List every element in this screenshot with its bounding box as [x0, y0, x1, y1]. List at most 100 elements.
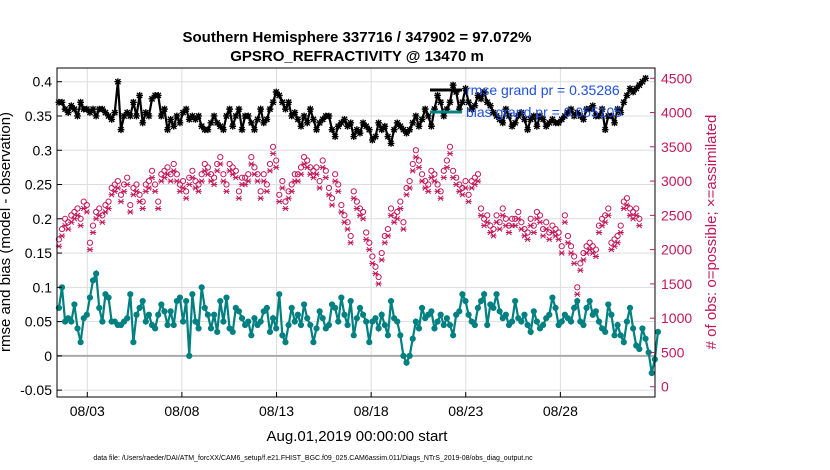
- obs-possible-point: [499, 205, 506, 212]
- obs-possible-point: [86, 239, 94, 246]
- obs-assimilated-point: [536, 219, 544, 225]
- chart-title-line2: GPSRO_REFRACTIVITY @ 13470 m: [230, 48, 484, 65]
- bias-point: [68, 318, 75, 325]
- rmse-point: [179, 109, 187, 116]
- obs-possible-point: [468, 177, 475, 185]
- bias-point: [189, 291, 196, 298]
- obs-possible-point: [431, 171, 438, 178]
- obs-possible-point: [583, 243, 590, 250]
- y-tick-label-right: 1000: [661, 310, 692, 326]
- obs-assimilated-point: [418, 178, 426, 184]
- obs-possible-point: [387, 205, 395, 212]
- bias-point: [158, 301, 165, 308]
- rmse-point: [164, 126, 171, 134]
- obs-possible-point: [363, 229, 370, 236]
- obs-assimilated-point: [614, 240, 621, 246]
- rmse-point: [154, 92, 162, 99]
- rmse-point: [493, 112, 500, 120]
- bias-point: [412, 318, 419, 325]
- rmse-point: [117, 126, 125, 134]
- rmse-point: [210, 112, 218, 120]
- rmse-point: [316, 119, 324, 127]
- obs-possible-point: [592, 246, 599, 253]
- bias-point: [431, 325, 438, 332]
- bias-point: [186, 352, 193, 359]
- obs-assimilated-point: [505, 229, 513, 236]
- obs-possible-point: [394, 208, 401, 216]
- rmse-point: [415, 122, 423, 130]
- obs-assimilated-point: [217, 161, 224, 167]
- obs-assimilated-point: [139, 205, 146, 212]
- bias-point: [313, 325, 320, 332]
- rmse-point: [288, 112, 296, 120]
- rmse-point: [145, 112, 153, 120]
- obs-layer: [55, 143, 643, 297]
- obs-possible-point: [620, 198, 627, 205]
- obs-assimilated-point: [316, 185, 323, 191]
- bias-point: [639, 325, 646, 332]
- obs-possible-point: [282, 198, 289, 205]
- rmse-point: [387, 140, 395, 147]
- obs-possible-point: [350, 188, 357, 195]
- rmse-point: [409, 119, 417, 127]
- bias-point: [434, 318, 441, 325]
- obs-possible-point: [238, 174, 246, 181]
- rmse-point: [108, 116, 116, 123]
- rmse-point: [328, 126, 336, 134]
- obs-assimilated-point: [319, 164, 326, 171]
- obs-possible-point: [524, 229, 531, 236]
- rmse-point: [362, 122, 370, 130]
- obs-assimilated-point: [474, 178, 482, 184]
- x-tick-label: 08/18: [354, 403, 389, 419]
- obs-possible-point: [477, 205, 485, 212]
- bias-point: [552, 304, 559, 311]
- bias-point: [251, 315, 258, 322]
- bias-point: [381, 321, 388, 329]
- obs-assimilated-point: [279, 185, 286, 191]
- rmse-point: [300, 112, 308, 120]
- bias-point: [518, 318, 525, 325]
- obs-possible-point: [313, 164, 320, 171]
- obs-possible-point: [62, 215, 69, 222]
- bias-point: [406, 352, 413, 359]
- obs-assimilated-point: [577, 267, 584, 273]
- obs-possible-point: [369, 253, 376, 260]
- bias-point: [83, 311, 90, 318]
- rmse-point: [238, 126, 246, 134]
- rmse-point: [586, 105, 594, 113]
- rmse-point: [611, 119, 618, 127]
- rmse-point: [278, 98, 286, 106]
- obs-possible-point: [378, 249, 385, 257]
- obs-assimilated-point: [623, 202, 631, 208]
- y-tick-label-right: 1500: [661, 276, 692, 292]
- bias-point: [269, 315, 277, 322]
- obs-assimilated-point: [148, 174, 156, 181]
- bias-point: [366, 339, 373, 346]
- bias-point: [549, 294, 556, 301]
- obs-possible-point: [114, 177, 121, 185]
- bias-point: [325, 321, 333, 329]
- rmse-point: [282, 105, 289, 113]
- obs-possible-point: [533, 208, 540, 216]
- bias-point: [176, 294, 184, 301]
- rmse-point: [92, 112, 100, 120]
- obs-assimilated-point: [440, 174, 447, 181]
- obs-possible-point: [636, 215, 643, 222]
- rmse-point: [427, 122, 435, 130]
- bias-point: [248, 332, 255, 339]
- obs-possible-point: [353, 198, 360, 205]
- obs-assimilated-point: [74, 212, 81, 219]
- rmse-point: [260, 119, 268, 127]
- obs-possible-point: [332, 171, 339, 178]
- obs-assimilated-point: [155, 205, 162, 212]
- obs-possible-point: [223, 181, 230, 188]
- bias-point: [540, 321, 547, 329]
- rmse-point: [511, 119, 519, 127]
- bias-point: [201, 304, 208, 311]
- bias-point: [437, 311, 444, 318]
- bias-point: [245, 318, 252, 325]
- obs-possible-point: [633, 205, 640, 212]
- bias-point: [387, 297, 395, 305]
- rmse-point: [220, 126, 227, 134]
- obs-assimilated-point: [446, 150, 454, 157]
